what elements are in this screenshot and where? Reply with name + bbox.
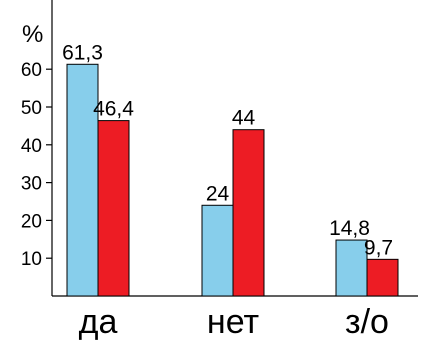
- bar-red-2: [366, 258, 399, 297]
- data-label: 46,4: [93, 98, 134, 121]
- bar-blue-1: [201, 204, 234, 297]
- bar-red-1: [232, 129, 265, 297]
- data-label: 9,7: [364, 236, 393, 259]
- data-label: 14,8: [329, 217, 370, 240]
- data-labels: 61,3 46,4 24 44 14,89,7: [62, 41, 393, 259]
- bar-red-0: [97, 120, 130, 297]
- y-tick-label: 60: [21, 60, 42, 81]
- y-tick-label: 30: [21, 174, 42, 195]
- category-labels: да нет з/о: [79, 303, 389, 341]
- bars: [66, 63, 399, 297]
- category-label: да: [79, 303, 118, 341]
- data-label: 44: [232, 107, 256, 130]
- y-axis-unit-label: %: [22, 21, 43, 48]
- y-tick-label: 40: [21, 136, 42, 157]
- category-label: нет: [207, 303, 259, 341]
- bar-blue-0: [66, 63, 99, 297]
- category-label: з/о: [345, 303, 389, 341]
- data-label: 61,3: [62, 41, 103, 64]
- y-tick-label: 10: [21, 249, 42, 270]
- y-axis-ticks: 10 20 30 40 50 60: [21, 60, 52, 270]
- data-label: 24: [206, 182, 230, 205]
- bar-blue-2: [335, 239, 368, 297]
- y-tick-label: 50: [21, 98, 42, 119]
- y-tick-label: 20: [21, 211, 42, 232]
